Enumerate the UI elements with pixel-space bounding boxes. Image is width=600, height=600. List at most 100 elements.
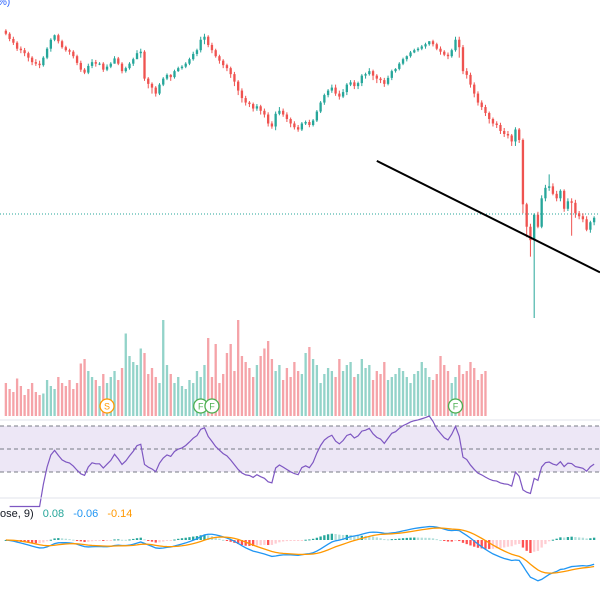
macd-histogram-bar (577, 537, 581, 540)
candle-body (150, 83, 154, 88)
volume-bar (420, 362, 423, 416)
volume-bar (72, 389, 75, 416)
macd-histogram-bar (533, 540, 536, 552)
volume-bar (34, 392, 38, 416)
candle-body (416, 48, 420, 51)
candle-body (559, 190, 562, 199)
volume-bar (461, 374, 465, 416)
volume-bar (79, 363, 82, 416)
macd-histogram-bar (510, 540, 513, 547)
volume-bar (255, 365, 259, 416)
macd-histogram-bar (461, 540, 465, 543)
candle-body (409, 52, 412, 57)
candle-body (529, 226, 532, 241)
macd-histogram-bar (589, 538, 592, 540)
macd-histogram-bar (521, 540, 525, 548)
candle-body (113, 58, 116, 64)
volume-bar (341, 371, 345, 416)
volume-bar (195, 371, 199, 416)
candle-body (562, 190, 566, 209)
volume-bar (42, 393, 45, 416)
volume-bar (398, 368, 401, 416)
volume-bar (349, 362, 352, 416)
volume-bar (30, 383, 34, 416)
candle-body (551, 186, 555, 194)
candle-body (27, 53, 30, 58)
candle-body (169, 74, 172, 78)
candle-body (68, 50, 71, 52)
volume-bar (225, 353, 229, 416)
volume-bar (394, 374, 397, 416)
volume-bar (15, 378, 19, 416)
macd-histogram-bar (315, 537, 319, 540)
volume-bar (458, 365, 461, 416)
macd-line (5, 525, 595, 582)
candle-body (98, 63, 101, 65)
candle-body (326, 90, 330, 96)
macd-histogram-bar (368, 535, 371, 540)
candle-body (132, 59, 135, 64)
candle-body (544, 187, 547, 199)
macd-histogram-bar (570, 536, 573, 540)
macd-histogram-bar (525, 540, 528, 551)
macd-histogram-bar (353, 535, 356, 540)
macd-histogram-bar (266, 540, 270, 546)
volume-bar (94, 380, 97, 416)
macd-histogram-bar (585, 538, 588, 540)
candle-body (263, 110, 266, 115)
macd-histogram-bar (581, 537, 585, 540)
candle-body (289, 119, 292, 124)
macd-histogram-bar (566, 537, 570, 540)
candle-body (424, 44, 427, 47)
macd-histogram-bar (120, 539, 124, 541)
volume-bar (428, 377, 431, 416)
candle-body (177, 68, 180, 72)
volume-bar (383, 362, 386, 416)
volume-bar (454, 377, 457, 416)
candle-body (383, 80, 386, 84)
volume-bar (173, 383, 176, 416)
volume-bar (128, 356, 131, 416)
volume-bar (218, 383, 221, 416)
macd-histogram-bar (289, 540, 292, 541)
candle-body (338, 93, 341, 97)
macd-histogram-bar (165, 540, 169, 541)
candle-body (135, 53, 139, 60)
volume-bar (203, 365, 206, 416)
volume-bar (263, 348, 266, 416)
macd-histogram-bar (420, 537, 423, 540)
candle-body (353, 82, 356, 87)
candle-body (30, 57, 34, 63)
macd-histogram-bar (443, 540, 446, 541)
volume-bar (233, 371, 236, 416)
candle-body (218, 56, 221, 61)
candle-body (15, 42, 19, 49)
macd-histogram-bar (83, 540, 86, 543)
candle-body (364, 74, 367, 76)
volume-bar (274, 371, 277, 416)
volume-bar (154, 377, 157, 416)
candle-body (465, 71, 468, 75)
macd-histogram-bar (488, 540, 491, 549)
volume-bar (338, 359, 341, 416)
macd-histogram-bar (574, 537, 577, 540)
candle-body (207, 36, 210, 45)
macd-histogram-bar (341, 534, 345, 540)
candle-body (499, 125, 502, 131)
volume-bar (87, 371, 90, 416)
volume-bar (147, 374, 150, 416)
macd-histogram-bar (562, 537, 566, 540)
macd-histogram-bar (296, 540, 300, 541)
candle-body (75, 56, 79, 63)
macd-histogram-bar (450, 540, 453, 542)
volume-bar (210, 377, 214, 416)
macd-histogram-bar (240, 540, 244, 546)
candle-body (255, 106, 259, 109)
candle-body (473, 84, 476, 94)
event-marker-label: F (453, 402, 459, 412)
volume-bar (180, 386, 184, 416)
candle-body (360, 75, 363, 84)
macd-histogram-bar (87, 540, 90, 542)
candle-body (390, 71, 393, 78)
